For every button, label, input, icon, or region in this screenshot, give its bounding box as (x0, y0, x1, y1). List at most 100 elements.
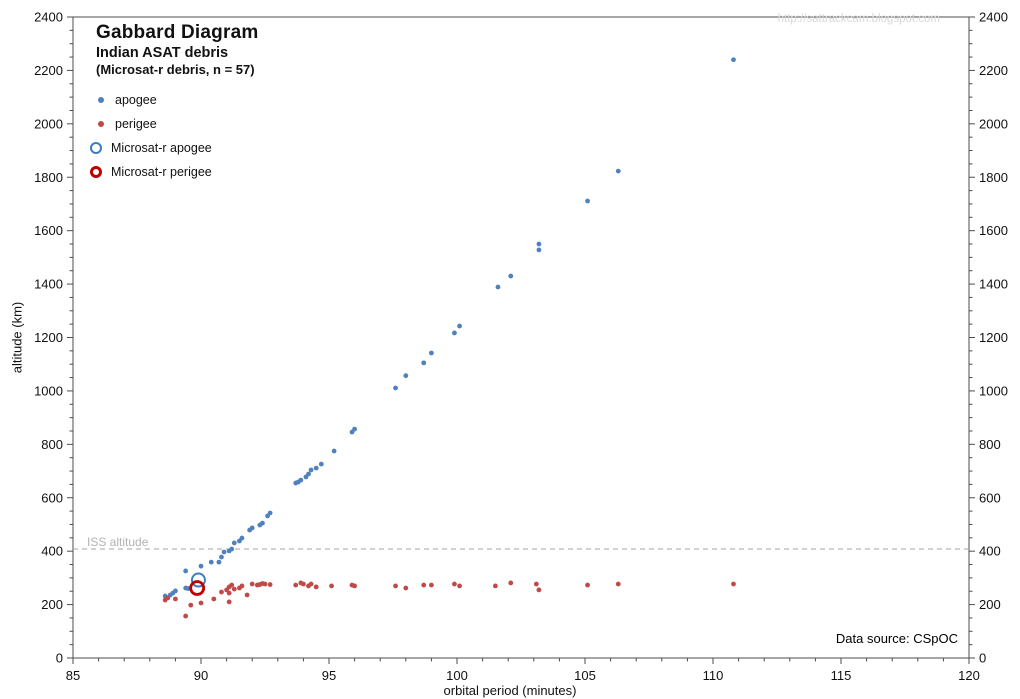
perigee-point (493, 583, 498, 589)
y-axis-tick-label-left: 2400 (34, 10, 63, 25)
apogee-point (318, 461, 324, 467)
perigee-point (226, 590, 232, 596)
y-axis-tick-label-left: 2000 (34, 116, 63, 131)
apogee-point (536, 241, 542, 247)
perigee-point (585, 582, 590, 588)
y-axis-tick-label-right: 800 (979, 437, 1001, 452)
perigee-point (262, 581, 268, 587)
y-axis-tick-label-left: 1600 (34, 223, 63, 238)
y-axis-tick-label-left: 2200 (34, 63, 63, 78)
x-axis-tick-label: 120 (958, 668, 980, 683)
perigee-point (508, 580, 514, 586)
y-axis-tick-label-right: 2200 (979, 63, 1008, 78)
perigee-dot-icon (98, 121, 104, 127)
perigee-point (301, 581, 306, 587)
perigee-point (267, 582, 273, 587)
apogee-point (615, 168, 621, 174)
perigee-point (536, 587, 542, 593)
perigee-point (615, 581, 621, 587)
legend-label: Microsat-r perigee (111, 165, 212, 179)
perigee-point (421, 582, 427, 588)
watermark-url: http://sattrackcam.blogspot.com (777, 13, 940, 25)
iss-altitude-label: ISS altitude (87, 535, 149, 549)
y-axis-tick-label-left: 1400 (34, 277, 63, 292)
y-axis-tick-label-right: 2000 (979, 116, 1008, 131)
legend-item-microsat-perigee: Microsat-r perigee (90, 160, 212, 184)
y-axis-tick-label-right: 200 (979, 597, 1001, 612)
apogee-point (229, 546, 235, 552)
y-axis-tick-label-right: 2400 (979, 10, 1008, 25)
apogee-point (306, 471, 311, 477)
apogee-point (421, 360, 427, 366)
y-axis-tick-label-right: 1400 (979, 277, 1008, 292)
apogee-point (536, 247, 542, 253)
x-axis-tick-label: 95 (322, 668, 336, 683)
apogee-point (403, 373, 409, 379)
perigee-point (165, 595, 171, 601)
perigee-point (731, 581, 736, 587)
chart-title: Gabbard Diagram (96, 22, 259, 43)
apogee-point (308, 467, 314, 473)
legend-label: perigee (115, 117, 157, 131)
perigee-point (183, 613, 189, 619)
apogee-point (393, 385, 398, 391)
y-axis-tick-label-left: 0 (56, 651, 63, 666)
y-axis-tick-label-left: 1200 (34, 330, 63, 345)
perigee-point (249, 581, 255, 587)
legend-label: Microsat-r apogee (111, 141, 212, 155)
apogee-point (457, 323, 462, 329)
y-axis-tick-label-right: 1200 (979, 330, 1008, 345)
x-axis-title: orbital period (minutes) (443, 683, 577, 698)
perigee-point (229, 582, 235, 588)
perigee-point (293, 582, 299, 588)
x-axis-tick-label: 110 (703, 668, 724, 683)
y-axis-tick-label-left: 800 (41, 437, 63, 452)
Microsat-r apogee-marker (190, 572, 206, 588)
apogee-point (239, 535, 245, 541)
legend-item-perigee: perigee (90, 112, 212, 136)
apogee-point (585, 198, 590, 204)
perigee-point (393, 583, 398, 589)
microsat-perigee-circle-icon (90, 166, 102, 178)
chart-subtitle: Indian ASAT debris (96, 45, 229, 61)
apogee-point (298, 477, 304, 483)
perigee-point (533, 581, 539, 587)
chart-title-block: Gabbard Diagram Indian ASAT debris (Micr… (96, 22, 258, 77)
apogee-point (331, 448, 337, 454)
apogee-point (508, 273, 514, 279)
apogee-point (452, 330, 457, 336)
perigee-point (403, 585, 409, 591)
apogee-point (216, 559, 222, 565)
x-axis-tick-label: 115 (831, 668, 852, 683)
Microsat-r perigee-marker (189, 580, 206, 596)
perigee-point (244, 592, 250, 598)
y-axis-title: altitude (km) (9, 301, 25, 374)
apogee-point (208, 559, 214, 565)
apogee-point (183, 568, 189, 574)
apogee-point (495, 284, 501, 290)
y-axis-tick-label-right: 1800 (979, 170, 1008, 185)
perigee-point (313, 584, 319, 590)
x-axis-tick-label: 105 (574, 668, 596, 683)
apogee-dot-icon (98, 97, 104, 103)
apogee-point (352, 426, 357, 432)
perigee-point (226, 599, 232, 605)
perigee-point (219, 589, 224, 595)
apogee-point (173, 588, 178, 594)
apogee-point (313, 465, 319, 471)
apogee-point (731, 57, 736, 63)
legend-item-apogee: apogee (90, 88, 212, 112)
y-axis-tick-label-left: 1800 (34, 170, 63, 185)
apogee-point (429, 350, 434, 356)
perigee-point (173, 596, 178, 602)
y-axis-tick-label-left: 600 (41, 490, 63, 505)
chart-subtitle-detail: (Microsat-r debris, n = 57) (96, 62, 255, 77)
y-axis-tick-label-right: 0 (979, 651, 986, 666)
perigee-point (352, 583, 357, 589)
perigee-point (239, 583, 245, 589)
apogee-point (219, 554, 224, 560)
x-axis-tick-label: 90 (194, 668, 208, 683)
y-axis-tick-label-left: 200 (41, 597, 63, 612)
